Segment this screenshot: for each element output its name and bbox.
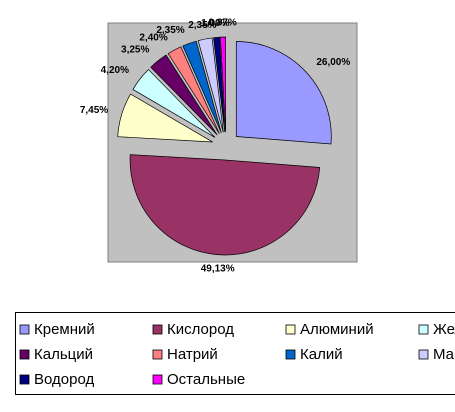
pie-slice xyxy=(197,37,224,133)
legend-marker xyxy=(418,324,429,335)
legend-label: Железо xyxy=(433,321,455,338)
data-label: 26,00% xyxy=(316,57,350,68)
data-label: 7,45% xyxy=(80,105,108,116)
pie-slice xyxy=(220,36,226,133)
legend-marker xyxy=(285,349,296,360)
pie-slice xyxy=(235,41,332,145)
legend-label: Магний xyxy=(433,346,455,363)
data-label: 1,00% xyxy=(201,18,229,29)
legend-marker xyxy=(152,324,163,335)
legend-marker xyxy=(19,324,30,335)
legend-marker xyxy=(19,374,30,385)
legend-label: Алюминий xyxy=(300,321,374,338)
legend-label: Кремний xyxy=(34,321,95,338)
legend-label: Кальций xyxy=(34,346,93,363)
data-label: 4,20% xyxy=(101,65,129,76)
legend-box xyxy=(15,312,455,395)
data-label: 3,25% xyxy=(121,44,149,55)
legend-label: Калий xyxy=(300,346,343,363)
legend-marker xyxy=(19,349,30,360)
pie-slice xyxy=(150,54,218,136)
legend-marker xyxy=(418,349,429,360)
pie-slice xyxy=(132,69,216,138)
pie-slice xyxy=(213,36,226,133)
data-label: 0,87% xyxy=(208,18,236,29)
legend-marker xyxy=(285,324,296,335)
legend-label: Остальные xyxy=(167,371,245,388)
pie-slice xyxy=(129,154,321,256)
legend-label: Натрий xyxy=(167,346,218,363)
pie-slice xyxy=(167,46,220,134)
data-label: 2,40% xyxy=(139,32,167,43)
data-label: 2,35% xyxy=(156,25,184,36)
legend-label: Водород xyxy=(34,371,94,388)
data-label: 2,35% xyxy=(188,20,216,31)
legend-label: Кислород xyxy=(167,321,234,338)
legend-marker xyxy=(152,349,163,360)
pie-slice xyxy=(182,40,222,133)
data-label: 49,13% xyxy=(201,263,235,274)
pie-slice xyxy=(117,93,213,143)
legend-marker xyxy=(152,374,163,385)
